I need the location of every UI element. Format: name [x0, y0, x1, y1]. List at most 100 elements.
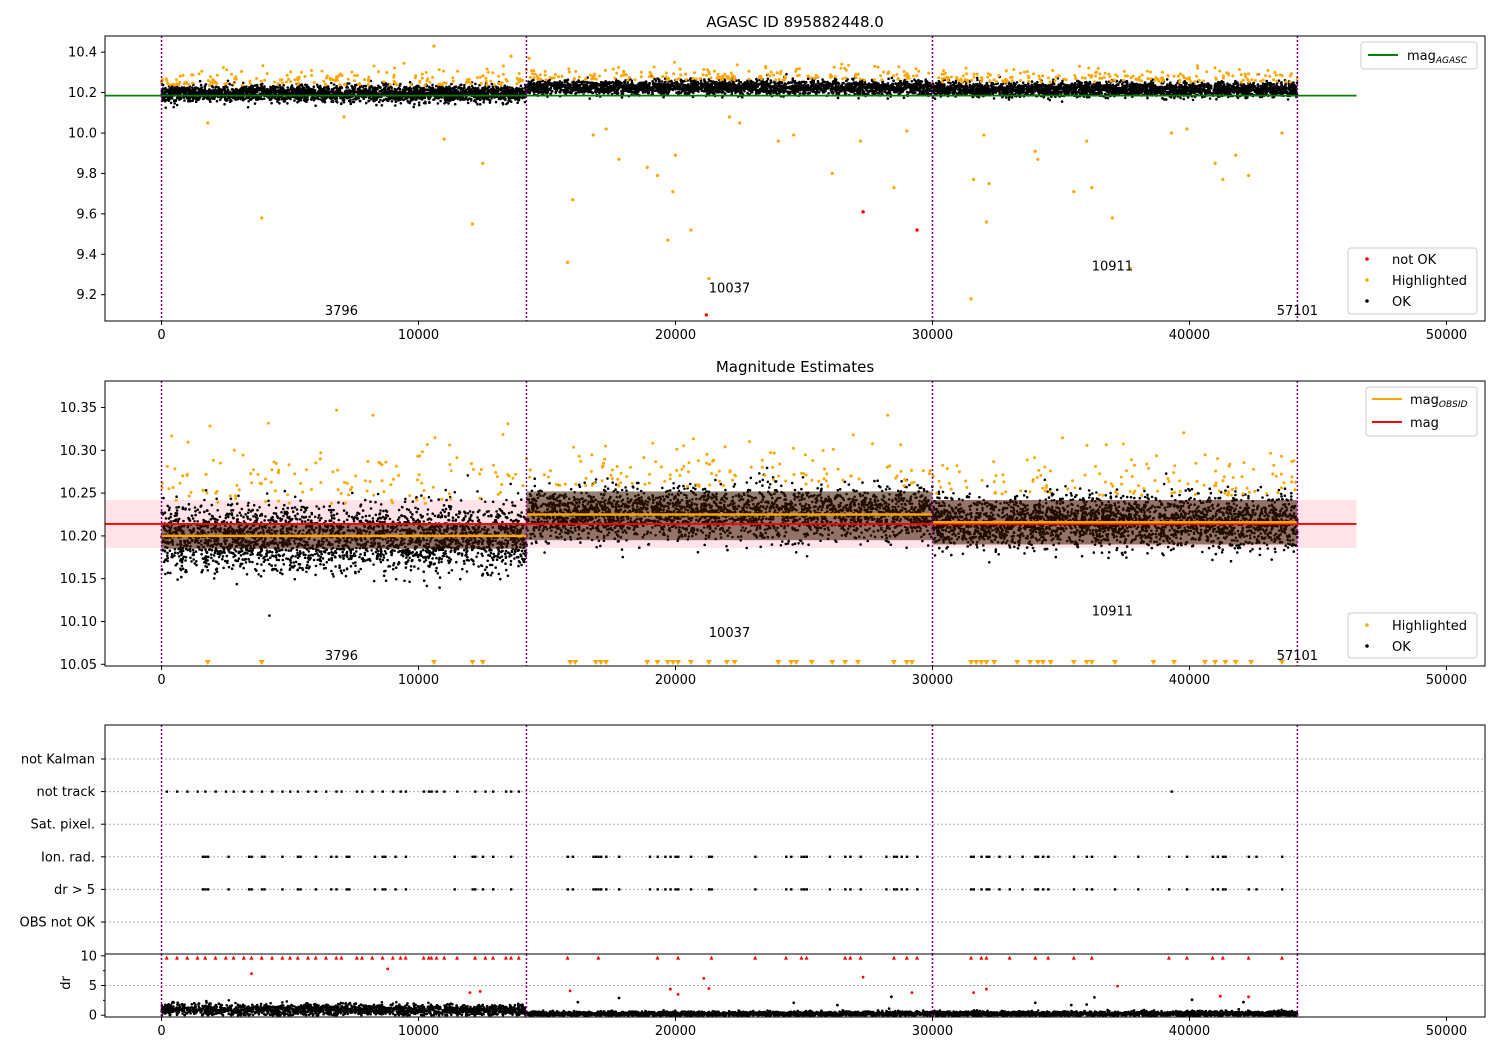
- ok-point: [390, 100, 394, 103]
- ok-point: [297, 97, 301, 100]
- ok-point: [367, 89, 371, 92]
- ok-point: [247, 99, 250, 103]
- ok-point: [588, 97, 591, 100]
- ok-point: [730, 91, 734, 94]
- ok-point: [219, 96, 223, 99]
- ok-point: [276, 86, 280, 89]
- ok-point: [231, 91, 234, 94]
- ok-point: [349, 102, 353, 106]
- ok-point: [379, 86, 382, 89]
- highlighted-point: [346, 77, 350, 81]
- ok-point: [441, 86, 444, 89]
- ok-point: [551, 89, 554, 93]
- ok-point: [327, 92, 331, 95]
- ok-point: [380, 104, 384, 107]
- ok-point: [335, 97, 339, 100]
- ok-point: [827, 92, 830, 95]
- highlighted-point: [297, 81, 301, 85]
- ok-point: [675, 86, 679, 90]
- ok-point: [362, 84, 366, 88]
- ok-point: [441, 90, 444, 93]
- ok-point: [276, 99, 279, 102]
- ok-point: [886, 91, 890, 94]
- ok-point: [841, 88, 844, 92]
- ok-point: [214, 85, 217, 89]
- highlighted-point: [423, 83, 427, 87]
- ok-point: [447, 102, 450, 105]
- ok-point: [395, 90, 398, 94]
- ok-point: [419, 86, 422, 90]
- ok-point: [234, 98, 237, 101]
- ok-point: [404, 85, 408, 89]
- ok-point: [223, 102, 226, 106]
- ok-point: [282, 96, 286, 100]
- ok-point: [410, 87, 413, 91]
- ok-point: [684, 91, 687, 95]
- ok-point: [319, 98, 323, 101]
- highlighted-point: [428, 80, 432, 84]
- ok-point: [302, 91, 305, 95]
- ok-point: [574, 92, 577, 95]
- ok-point: [207, 88, 211, 92]
- ok-point: [821, 78, 824, 81]
- ok-point: [502, 97, 506, 100]
- highlighted-point: [281, 81, 284, 85]
- highlighted-point: [225, 81, 229, 85]
- ok-point: [399, 102, 403, 105]
- ok-point: [321, 91, 324, 94]
- ok-point: [369, 85, 373, 89]
- ok-point: [497, 97, 501, 101]
- ok-point: [559, 91, 562, 94]
- ok-point: [312, 98, 316, 102]
- highlighted-point: [276, 82, 280, 86]
- highlighted-point: [324, 82, 327, 86]
- highlighted-point: [263, 78, 267, 82]
- ok-point: [167, 99, 171, 102]
- ok-point: [834, 85, 837, 88]
- ok-point: [717, 91, 720, 94]
- ok-point: [517, 98, 520, 102]
- ok-point: [675, 83, 679, 86]
- ok-point: [852, 81, 856, 84]
- highlighted-point: [451, 79, 455, 83]
- highlighted-point: [377, 70, 380, 74]
- ok-point: [286, 102, 289, 105]
- ok-point: [174, 99, 177, 103]
- ok-point: [339, 86, 343, 89]
- ok-point: [306, 98, 309, 101]
- ok-point: [260, 82, 264, 86]
- ok-point: [756, 83, 760, 86]
- highlighted-point: [293, 78, 297, 82]
- ok-point: [769, 79, 773, 82]
- ok-point: [273, 86, 277, 90]
- ok-point: [296, 92, 300, 95]
- ok-point: [335, 84, 338, 88]
- ok-point: [672, 87, 675, 90]
- highlighted-point: [285, 80, 288, 84]
- highlighted-point: [181, 73, 185, 77]
- ok-point: [469, 99, 473, 102]
- ok-point: [440, 96, 443, 99]
- highlighted-point: [515, 82, 519, 86]
- ok-point: [651, 91, 654, 94]
- highlighted-point: [479, 81, 483, 85]
- ok-point: [723, 92, 727, 95]
- ok-point: [164, 86, 167, 90]
- ok-point: [626, 81, 629, 84]
- ok-point: [357, 97, 361, 100]
- ok-point: [836, 81, 840, 85]
- highlighted-point: [467, 80, 471, 84]
- ok-point: [413, 102, 416, 106]
- ok-point: [307, 89, 310, 93]
- ok-point: [263, 85, 266, 88]
- ok-point: [384, 84, 388, 88]
- ok-point: [330, 100, 333, 103]
- ok-point: [302, 98, 306, 102]
- ok-point: [179, 96, 182, 100]
- ok-point: [806, 83, 810, 87]
- ok-point: [506, 101, 510, 104]
- ok-point: [408, 80, 412, 84]
- ok-point: [319, 89, 322, 93]
- ok-point: [529, 80, 533, 84]
